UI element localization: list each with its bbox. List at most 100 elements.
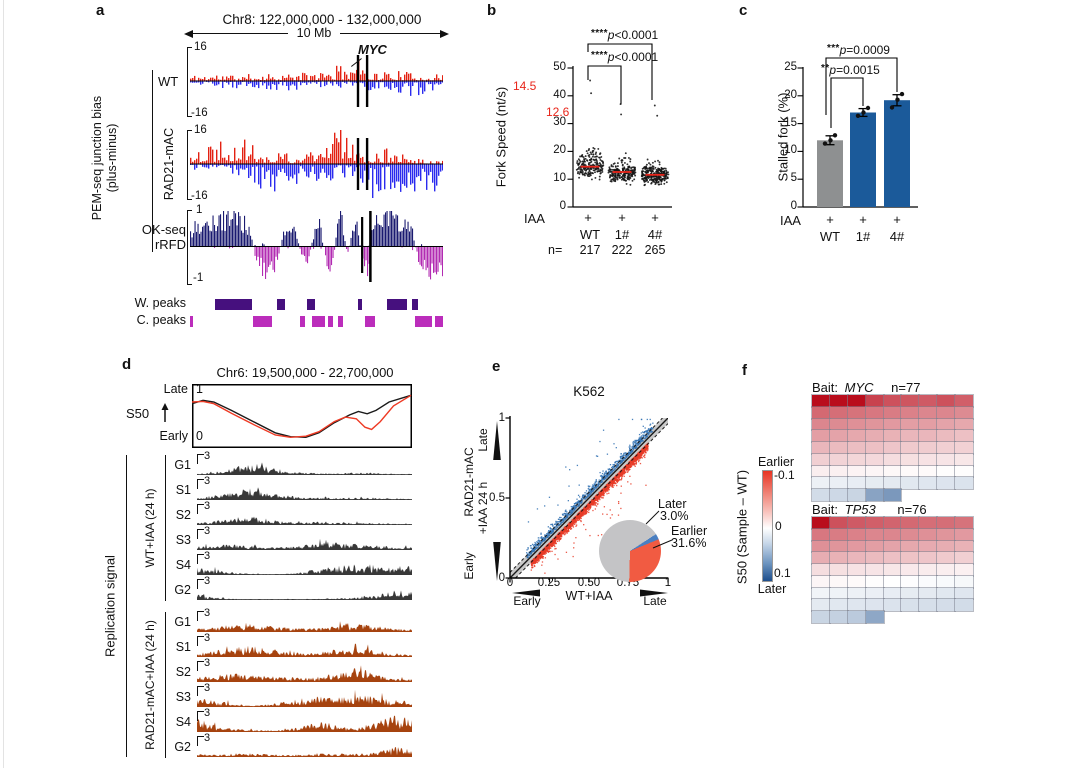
colorbar-max: 0.1 [774, 566, 791, 580]
heatmap-cell [811, 563, 831, 577]
heatmap-cell [936, 563, 956, 577]
heatmap-cell [900, 429, 920, 443]
peak-block [277, 298, 285, 310]
b-ytick: 10 [553, 172, 566, 184]
b-iaa-plus: + [618, 210, 626, 225]
heatmap-cell [936, 575, 956, 589]
track-scale-bracket [197, 454, 204, 464]
pie-earlier-label: Earlier [671, 524, 708, 538]
sig-pvalue: p=0.0009 [839, 43, 890, 57]
track-scale-value: 3 [204, 575, 211, 587]
heatmap-cell [918, 453, 938, 467]
panel-b-label: b [487, 2, 497, 19]
heatmap-cell [865, 610, 885, 624]
heatmap-cell [829, 418, 849, 431]
b-iaa-plus: + [651, 210, 659, 225]
track-label: S3 [175, 533, 191, 547]
stalled-fork-plot [797, 57, 918, 208]
c-ytick: 10 [784, 144, 797, 156]
colorbar-earlier-label: Earlier [757, 455, 795, 469]
e-xtick: 0.25 [537, 577, 561, 589]
track-label: S2 [175, 665, 191, 679]
heatmap-cell [900, 476, 920, 490]
heatmap-cell [936, 394, 956, 408]
track-label: S1 [175, 640, 191, 654]
s50-axis-label: S50 [126, 406, 150, 421]
track-label: G2 [174, 583, 191, 597]
peak-block [215, 298, 252, 310]
s50-up-arrow-icon [161, 403, 169, 422]
replication-track-s3-rad21 [197, 689, 412, 707]
pem-axis-label-line1: PEM-seq junction bias [90, 95, 104, 221]
heatmap-cell [847, 516, 867, 530]
heatmap-cell [883, 516, 902, 530]
track-scale-value: 3 [204, 500, 211, 512]
track-scale-bracket [197, 479, 204, 489]
c-group-4: 4# [889, 229, 905, 244]
heatmap-cell [865, 598, 885, 612]
heatmap-cell [936, 528, 956, 542]
pie-leader-lines [645, 510, 673, 549]
panel-f-label: f [742, 362, 747, 379]
pie-earlier-pct: 31.6% [671, 536, 707, 550]
heatmap-cell [811, 575, 831, 589]
heatmap-cell [811, 488, 831, 502]
heatmap-cell [936, 598, 956, 612]
heatmap-cell [811, 516, 831, 530]
b-ytick: 50 [553, 61, 566, 73]
wt-scale-bracket [187, 47, 192, 117]
heatmap-cell [954, 575, 974, 589]
b-ytick: 30 [553, 116, 566, 128]
pem-group-bracket [152, 70, 154, 252]
s50-line-plot [192, 384, 412, 448]
colorbar-axis-label: S50 (Sample – WT) [734, 469, 750, 585]
track-label: S2 [175, 508, 191, 522]
heatmap-cell [900, 587, 920, 600]
b-n-label: n= [548, 243, 563, 257]
heatmap-cell [954, 598, 974, 612]
track-scale-bracket [197, 529, 204, 539]
track-scale-value: 3 [204, 525, 211, 537]
heatmap-cell [865, 528, 885, 542]
heatmap-cell [847, 465, 867, 478]
heatmap-cell [900, 516, 920, 530]
track-scale-bracket [197, 711, 204, 721]
peak-block [338, 315, 344, 327]
heatmap-cell [865, 429, 885, 443]
track-label: S4 [175, 715, 191, 729]
heatmap-cell [918, 587, 938, 600]
peak-block [358, 298, 362, 310]
heatmap-cell [936, 429, 956, 443]
heatmap-cell [936, 418, 956, 431]
track-scale-value: 3 [204, 657, 211, 669]
stalled-fork-axis-label: Stalled fork (%) [775, 92, 791, 182]
heatmap-cell [918, 540, 938, 553]
replication-track-s3-wt [197, 538, 412, 550]
wt-scale-min: -16 [191, 107, 208, 119]
heatmap-cell [900, 418, 920, 431]
track-label: G1 [174, 615, 191, 629]
s50-max-tick: 1 [196, 382, 203, 396]
peak-block [311, 315, 326, 327]
heatmap-cell [865, 418, 885, 431]
c-iaa-plus: + [826, 212, 834, 227]
track-wt-label: WT [158, 74, 179, 89]
heatmap-cell [936, 540, 956, 553]
heatmap-cell [954, 587, 974, 600]
heatmap-cell [954, 418, 974, 431]
panel-d-title: Chr6: 19,500,000 - 22,700,000 [216, 365, 394, 380]
e-xtick: 1 [664, 577, 672, 589]
s50-min-tick: 0 [196, 429, 203, 443]
heatmap-cell [865, 575, 885, 589]
heatmap-cell [865, 476, 885, 490]
b-n-wt: 217 [579, 243, 601, 257]
heatmap-cell [883, 551, 902, 565]
heatmap-cell [829, 406, 849, 420]
heatmap-cell [883, 563, 902, 577]
heatmap-cell [954, 429, 974, 443]
c-iaa-label: IAA [780, 213, 801, 228]
wt-iaa-group-bracket [165, 455, 167, 601]
scale-bar-label: 10 Mb [288, 26, 340, 40]
heatmap-cell [811, 587, 831, 600]
median-value-1: 12.6 [546, 105, 570, 119]
